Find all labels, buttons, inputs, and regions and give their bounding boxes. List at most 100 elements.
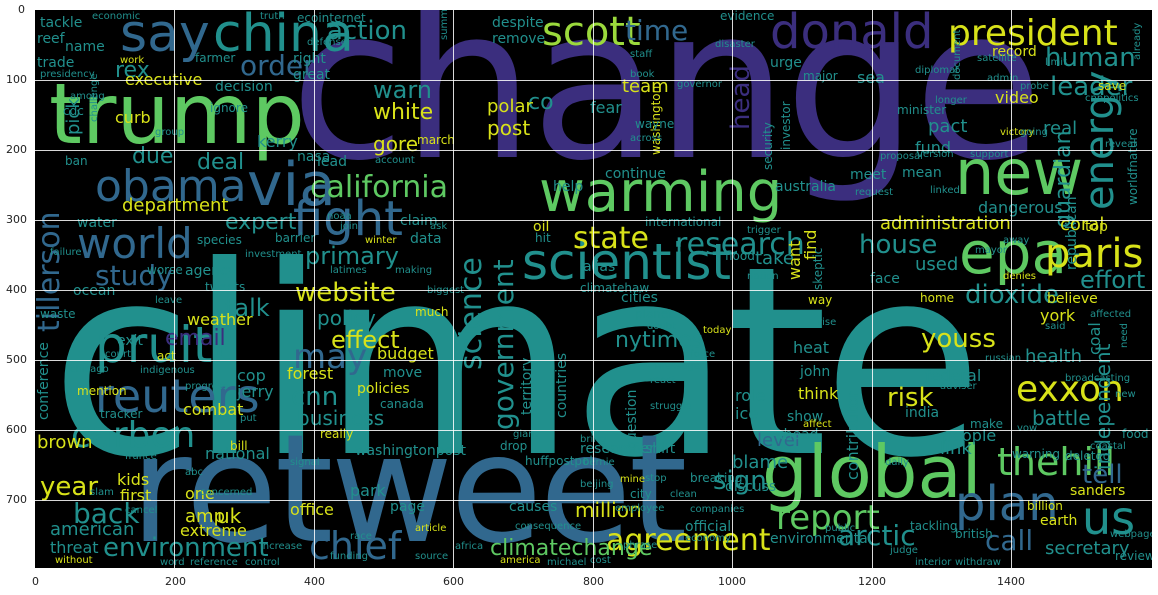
word-satellite: satellite (977, 53, 1017, 64)
word-conference: conference (36, 342, 52, 420)
word-year: year (40, 472, 99, 502)
word-webpage: webpage (1110, 529, 1152, 540)
word-force: force (690, 349, 716, 360)
y-tick-label: 700 (6, 493, 27, 506)
word-message: message (655, 361, 700, 372)
word-request: request (855, 187, 894, 198)
word-co: co (528, 90, 554, 115)
word-doubt: doubt (647, 321, 677, 332)
word-may: may (293, 337, 368, 377)
word-mention: mention (77, 384, 127, 398)
word-national: national (205, 444, 270, 463)
word-home: home (920, 291, 955, 305)
word-white: white (373, 100, 434, 125)
word-first: first (120, 486, 152, 505)
word-document: document (952, 29, 963, 80)
gridline-x-1200 (872, 10, 873, 568)
word-level: level (757, 430, 800, 451)
word-flood: flood (725, 249, 755, 263)
word-shift: shift (645, 441, 676, 457)
word-fight: fight (293, 191, 403, 247)
word-abc: abc (185, 467, 203, 478)
word-support: support (970, 149, 1009, 160)
word-ice: ice (735, 404, 759, 423)
word-right: right (293, 51, 326, 67)
word-new: new (1115, 389, 1136, 400)
word-going: going (1020, 127, 1048, 138)
word-think: think (798, 384, 839, 403)
word-stop: stop (645, 473, 667, 484)
word-america: america (500, 555, 541, 566)
word-affected: affected (1090, 309, 1132, 320)
word-remove: remove (492, 31, 546, 47)
word-global: global (762, 430, 982, 514)
word-worse: worse (147, 263, 183, 277)
gridline-y-500 (35, 360, 1152, 361)
word-progress: progress (185, 381, 229, 392)
word-epa: epa (959, 219, 1068, 287)
word-heat: heat (793, 338, 830, 357)
word-tracker: tracker (100, 407, 143, 421)
word-really: really (320, 427, 354, 441)
word-leader: leader (1050, 72, 1133, 102)
gridline-x-1000 (732, 10, 733, 568)
word-state: state (573, 221, 649, 256)
word-study: study (95, 259, 173, 292)
word-skeptic: skeptic (811, 247, 825, 290)
word-minister: minister (897, 103, 947, 117)
word-trigger: trigger (747, 225, 781, 236)
word-signal: signal (290, 457, 320, 468)
word-disaster: disaster (715, 39, 755, 50)
word-consequence: consequence (515, 521, 582, 532)
word-governor: governor (677, 79, 723, 90)
word-beijing: beijing (580, 479, 614, 490)
word-ban: ban (65, 154, 88, 168)
word-africa: africa (455, 541, 484, 552)
word-struggle: struggle (650, 401, 692, 412)
word-countries: countries (554, 352, 570, 418)
word-giant: giant (513, 429, 539, 440)
word-account: account (375, 155, 415, 166)
word-evidence: evidence (720, 10, 775, 23)
word-china: china (213, 10, 354, 64)
word-billion: billion (1027, 499, 1063, 513)
word-limit: limit (1045, 57, 1067, 68)
word-combat: combat (183, 400, 244, 419)
word-via: via (247, 150, 336, 220)
word-contributor: contributor (843, 391, 862, 480)
word-budget: budget (377, 344, 434, 363)
word-million: million (575, 498, 642, 522)
word-biggest: biggest (427, 286, 464, 296)
y-tick-label: 600 (6, 423, 27, 436)
word-climate: climate (50, 210, 983, 515)
word-nation: nation (747, 271, 779, 282)
word-video: video (995, 88, 1039, 107)
word-chief: chief (309, 524, 402, 568)
word-concerned: concerned (200, 487, 253, 498)
word-action: action (327, 16, 408, 46)
word-city: city (630, 487, 652, 501)
word-victory: victory (1000, 127, 1035, 138)
y-tick-label: 0 (18, 3, 25, 16)
word-race: race (350, 531, 372, 542)
word-report: report (776, 498, 880, 538)
word-probe: probe (1020, 81, 1049, 92)
word-role: role (735, 386, 766, 405)
word-diplomat: diplomat (915, 65, 960, 76)
word-nytimes: nytimes (615, 328, 704, 353)
word-primary: primary (305, 242, 399, 270)
word-book: book (630, 69, 655, 80)
word-cost: cost (590, 555, 611, 566)
word-researcher: researcher (580, 441, 655, 457)
word-link: link (940, 438, 972, 459)
word-across: across (630, 133, 663, 144)
word-bill: bill (230, 439, 248, 453)
word-leave: leave (155, 295, 183, 306)
word-tackle: tackle (40, 15, 83, 31)
word-climatechange: climatechange (490, 536, 653, 561)
word-british: british (955, 527, 993, 541)
word-trade: trade (37, 55, 75, 71)
word-new: new (955, 136, 1084, 209)
word-making: making (395, 265, 433, 276)
word-website: website (295, 278, 396, 308)
